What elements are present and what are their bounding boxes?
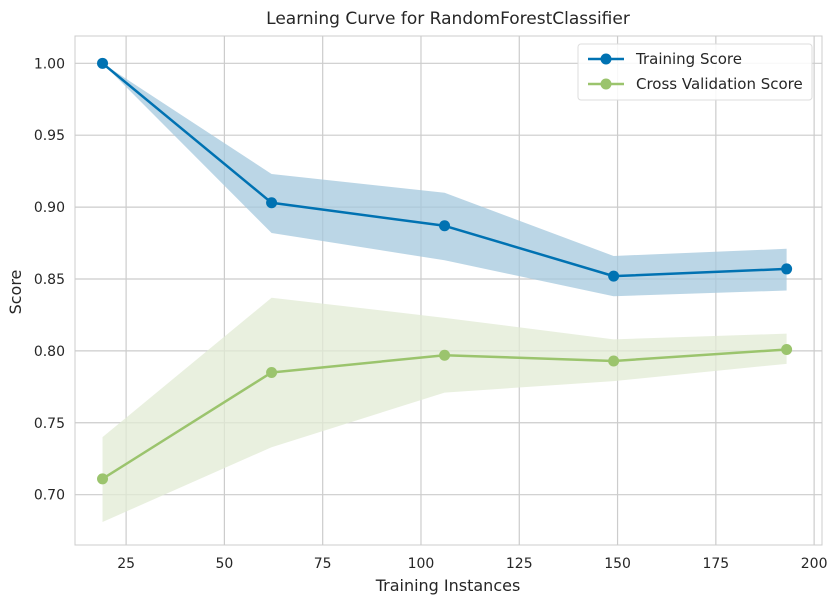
x-tick-label: 150 — [604, 556, 631, 572]
plot-border — [74, 35, 823, 546]
data-point-1-2 — [439, 349, 451, 361]
x-tick-label: 125 — [506, 556, 533, 572]
y-tick-labels: 0.70 0.75 0.80 0.85 0.90 0.95 1.00 — [34, 56, 65, 503]
x-tick-label: 175 — [702, 556, 729, 572]
x-tick-label: 50 — [215, 556, 233, 572]
data-point-0-1 — [266, 197, 278, 209]
y-tick-label: 0.80 — [34, 344, 65, 360]
data-point-0-2 — [439, 220, 451, 232]
data-point-0-4 — [781, 263, 793, 275]
x-tick-label: 200 — [801, 556, 828, 572]
confidence-band-1 — [102, 297, 787, 522]
data-point-1-3 — [608, 355, 620, 367]
x-tick-labels: 25 50 75 100 125 150 175 200 — [117, 556, 827, 572]
data-point-1-4 — [781, 343, 793, 355]
legend-swatch-marker-0 — [600, 53, 612, 65]
y-tick-label: 0.75 — [34, 416, 65, 432]
x-tick-label: 75 — [314, 556, 332, 572]
x-tick-label: 100 — [408, 556, 435, 572]
y-tick-label: 0.90 — [34, 200, 65, 216]
legend-label-0: Training Score — [635, 50, 742, 68]
y-axis-label: Score — [6, 270, 25, 315]
series-points — [97, 57, 793, 485]
y-tick-label: 0.70 — [34, 488, 65, 504]
x-tick-label: 25 — [117, 556, 135, 572]
legend: Training Score Cross Validation Score — [577, 43, 813, 101]
data-point-0-3 — [608, 270, 620, 282]
y-tick-label: 1.00 — [34, 56, 65, 72]
legend-swatch-marker-1 — [600, 78, 612, 90]
legend-box — [577, 43, 813, 101]
data-point-1-1 — [266, 366, 278, 378]
y-tick-label: 0.95 — [34, 128, 65, 144]
x-axis-label: Training Instances — [375, 576, 521, 595]
data-point-0-0 — [97, 57, 109, 69]
chart-title: Learning Curve for RandomForestClassifie… — [266, 9, 630, 29]
legend-label-1: Cross Validation Score — [636, 75, 803, 93]
y-tick-label: 0.85 — [34, 272, 65, 288]
data-point-1-0 — [97, 473, 109, 485]
